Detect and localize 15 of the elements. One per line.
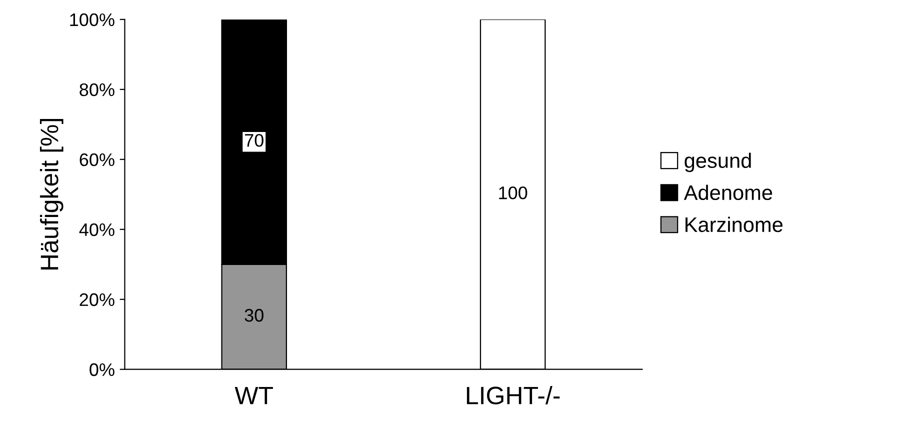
y-axis-title: Häufigkeit [%] — [40, 119, 64, 270]
y-tick-label: 80% — [80, 83, 114, 96]
x-tick-label: LIGHT-/- — [466, 386, 560, 404]
y-tick-label: 100% — [70, 13, 114, 26]
legend-label: Karzinome — [686, 216, 782, 232]
y-tick-label: 20% — [80, 293, 114, 306]
data-label: 100 — [499, 186, 528, 200]
y-tick-label: 40% — [79, 223, 114, 236]
legend-label: gesund — [684, 152, 751, 172]
y-tick-label: 60% — [80, 153, 114, 166]
data-label: 70 — [244, 134, 264, 147]
x-tick-label: WT — [234, 386, 273, 404]
data-label: 30 — [244, 308, 264, 322]
legend-label: Adenome — [684, 184, 772, 200]
y-tick-label: 0% — [90, 363, 114, 376]
